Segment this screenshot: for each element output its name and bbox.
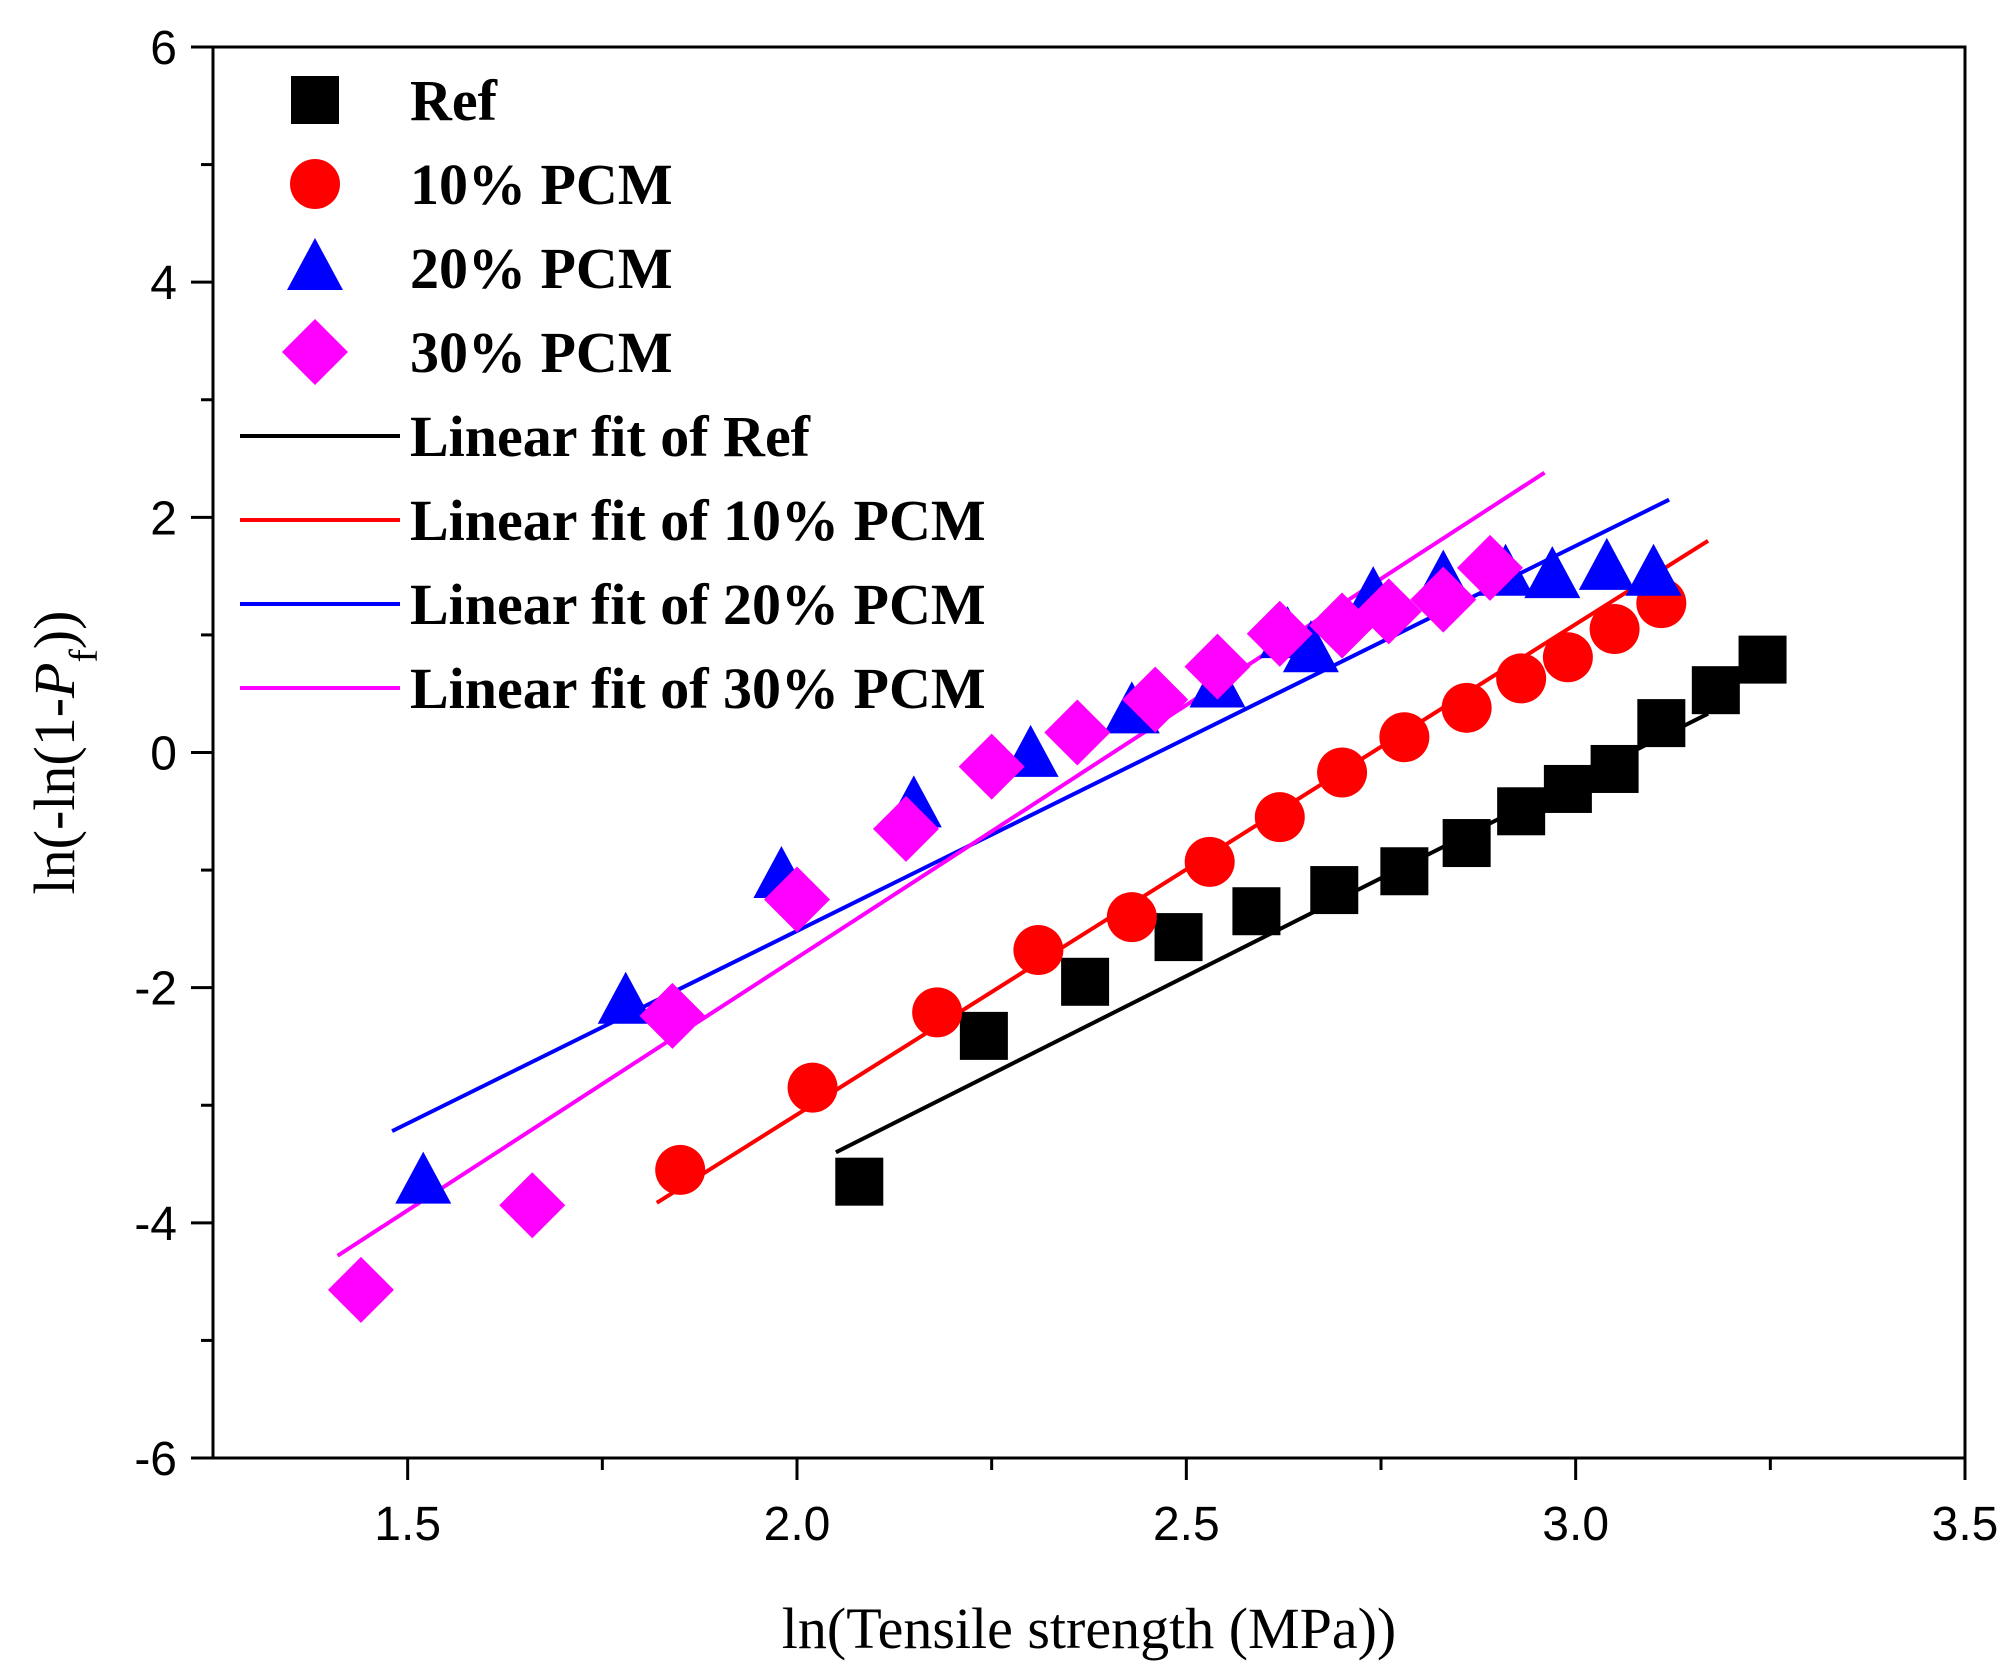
data-point (1232, 887, 1281, 936)
data-point (1380, 847, 1429, 896)
y-axis-title-suffix: )) (22, 611, 87, 650)
legend-symbol (290, 159, 340, 209)
data-point (1691, 666, 1740, 715)
legend: Ref 10% PCM 20% PCM 30% PCM Linear fit of Re… (240, 68, 986, 721)
x-tick-label: 2.0 (764, 1498, 831, 1551)
x-tick-label: 1.5 (374, 1498, 441, 1551)
data-point (1061, 957, 1110, 1006)
legend-label: 20% PCM (410, 236, 673, 301)
x-axis-title: ln(Tensile strength (MPa)) (782, 1596, 1396, 1661)
data-point (1013, 925, 1064, 976)
data-point (1589, 604, 1640, 655)
data-point (1184, 836, 1235, 887)
data-point (1441, 682, 1492, 733)
data-point (787, 1062, 838, 1113)
y-tick-label: 6 (150, 22, 177, 75)
legend-label: Linear fit of 10% PCM (410, 488, 986, 553)
data-point (959, 1011, 1008, 1060)
data-point (1543, 764, 1592, 813)
data-point (1044, 699, 1111, 766)
y-tick-label: 2 (150, 492, 177, 545)
data-point (1122, 666, 1189, 733)
data-point (1310, 866, 1359, 915)
data-point (1457, 534, 1524, 601)
data-point (1625, 543, 1682, 596)
x-tick-label: 3.0 (1542, 1498, 1609, 1551)
data-point (1317, 747, 1368, 798)
data-point (327, 1256, 394, 1323)
data-point (1497, 787, 1546, 836)
legend-symbol (287, 238, 343, 290)
y-tick-label: -4 (134, 1198, 177, 1251)
series-10-pcm (655, 578, 1687, 1195)
ticks-layer: 1.5 2.0 2.5 3.0 3.5 -6 -4 -2 0 2 4 6 (134, 22, 1998, 1551)
data-point (1184, 633, 1251, 700)
series-20-pcm (395, 537, 1682, 1204)
data-point (1379, 712, 1430, 763)
y-tick-label: -6 (134, 1433, 177, 1486)
data-point (1254, 792, 1305, 843)
data-point (639, 982, 706, 1049)
data-point (1590, 744, 1639, 793)
data-point (764, 866, 830, 933)
x-tick-label: 2.5 (1153, 1498, 1220, 1551)
data-point (1154, 913, 1203, 962)
y-axis-title-var: P (22, 663, 87, 699)
legend-label: Linear fit of 30% PCM (410, 656, 986, 721)
legend-symbol (282, 319, 348, 385)
y-tick-label: 4 (150, 257, 177, 310)
data-point (912, 987, 963, 1038)
data-point (597, 971, 654, 1024)
legend-symbol (291, 76, 339, 124)
data-point (835, 1157, 884, 1206)
series-ref (835, 635, 1787, 1206)
data-point (1542, 632, 1593, 683)
data-point (1637, 699, 1686, 748)
y-axis-title: ln(-ln(1-Pf)) (22, 611, 106, 895)
y-tick-label: 0 (150, 728, 177, 781)
data-point (1738, 635, 1787, 684)
legend-label: 30% PCM (410, 320, 673, 385)
legend-label: Linear fit of 20% PCM (410, 572, 986, 637)
data-point (1282, 620, 1339, 673)
data-point (873, 795, 940, 862)
data-point (1578, 537, 1635, 590)
data-point (1246, 600, 1313, 667)
y-axis-title-prefix: ln(-ln(1- (22, 698, 87, 895)
data-point (1355, 578, 1422, 645)
data-point (958, 733, 1025, 800)
legend-label: Linear fit of Ref (410, 404, 811, 469)
data-point (499, 1172, 566, 1239)
data-point (1106, 892, 1157, 943)
legend-label: 10% PCM (410, 152, 673, 217)
data-point (655, 1144, 706, 1195)
data-point (1442, 819, 1491, 868)
data-point (1410, 566, 1477, 633)
legend-label: Ref (410, 68, 498, 133)
data-point (395, 1151, 452, 1204)
x-tick-label: 3.5 (1932, 1498, 1999, 1551)
y-axis-title-sub: f (61, 649, 106, 663)
data-point (1524, 546, 1581, 599)
series-30-pcm (327, 534, 1524, 1323)
markers-layer (327, 534, 1787, 1323)
data-point (1496, 653, 1547, 704)
y-tick-label: -2 (134, 963, 177, 1016)
